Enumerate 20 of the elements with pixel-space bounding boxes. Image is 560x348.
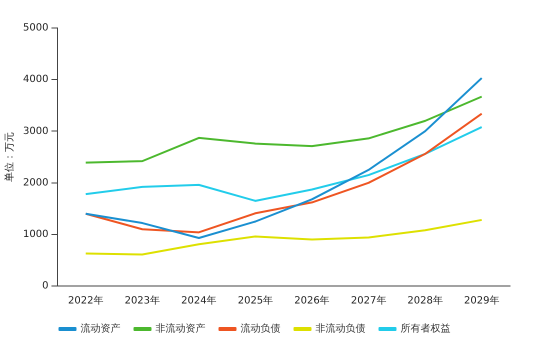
y-tick-label: 4000 bbox=[22, 74, 48, 86]
x-tick-label: 2025年 bbox=[238, 294, 274, 307]
y-axis-title: 单位：万元 bbox=[4, 132, 16, 182]
legend-label: 流动负债 bbox=[240, 322, 280, 335]
legend-label: 非流动资产 bbox=[156, 322, 206, 335]
y-tick-label: 5000 bbox=[22, 22, 48, 34]
legend-label: 所有者权益 bbox=[400, 322, 450, 335]
y-tick-label: 3000 bbox=[22, 126, 48, 137]
x-tick-label: 2024年 bbox=[181, 294, 217, 307]
x-tick-label: 2027年 bbox=[350, 294, 386, 307]
x-tick-label: 2026年 bbox=[294, 294, 330, 307]
x-tick-label: 2029年 bbox=[464, 294, 500, 307]
x-tick-label: 2023年 bbox=[124, 294, 160, 307]
legend-label: 流动资产 bbox=[80, 322, 120, 335]
x-tick-label: 2022年 bbox=[68, 294, 104, 307]
legend-label: 非流动负债 bbox=[316, 322, 366, 335]
y-tick-label: 0 bbox=[42, 280, 48, 292]
x-tick-label: 2028年 bbox=[407, 294, 443, 307]
y-tick-label: 1000 bbox=[22, 228, 48, 240]
y-tick-label: 2000 bbox=[22, 177, 48, 188]
